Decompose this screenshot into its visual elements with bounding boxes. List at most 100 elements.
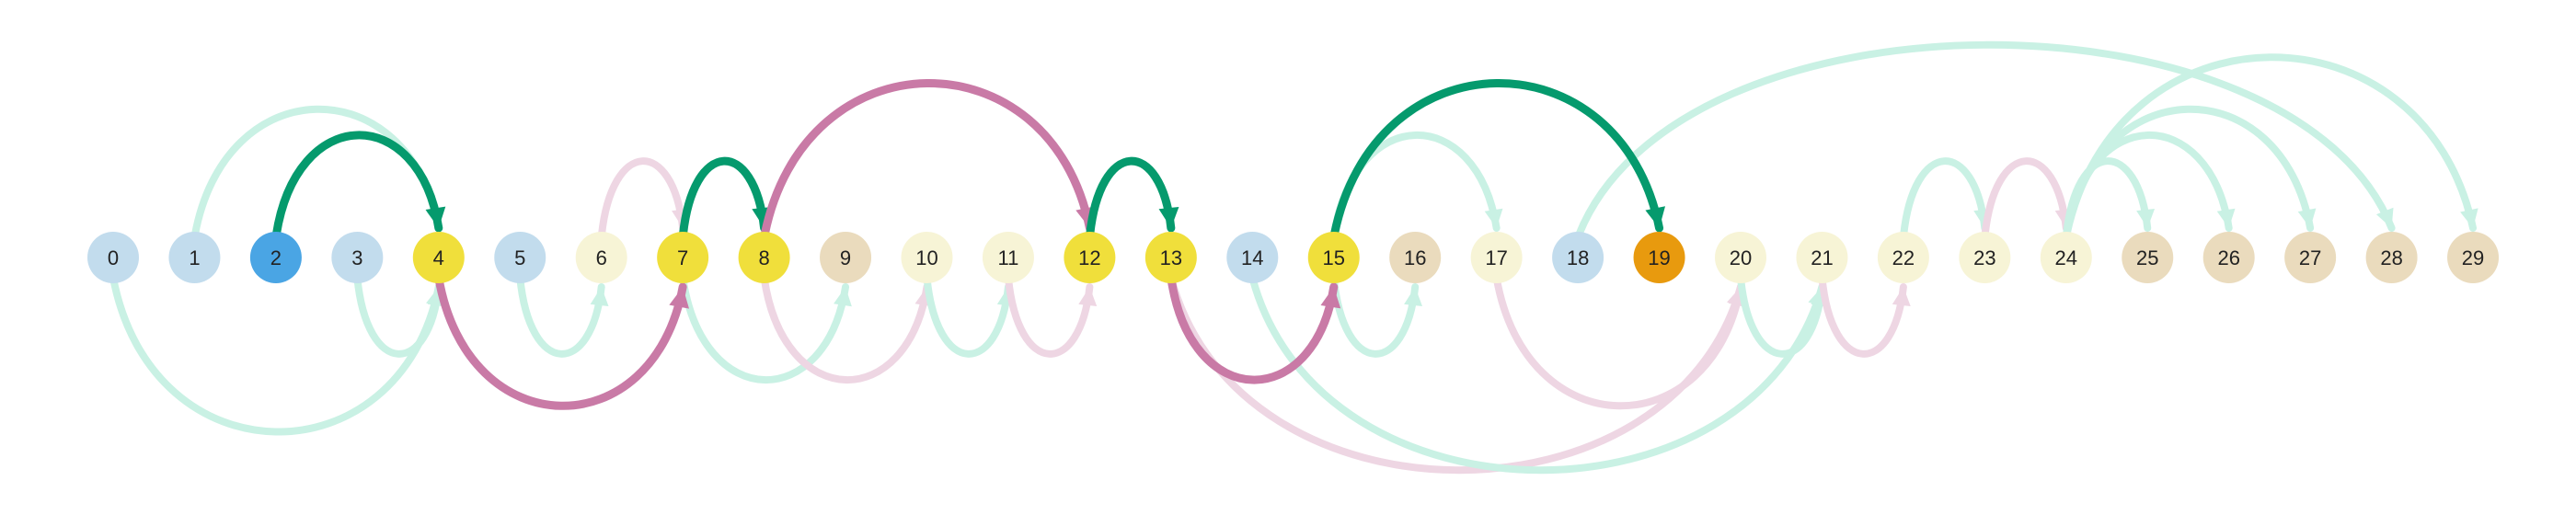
node-label-23: 23 (1973, 246, 1995, 269)
node-label-19: 19 (1648, 246, 1670, 269)
node-27[interactable]: 27 (2284, 232, 2337, 283)
node-15[interactable]: 15 (1307, 232, 1360, 283)
node-5[interactable]: 5 (494, 232, 546, 283)
node-12[interactable]: 12 (1064, 232, 1116, 283)
node-label-14: 14 (1241, 246, 1263, 269)
node-1[interactable]: 1 (168, 232, 221, 283)
node-label-5: 5 (514, 246, 525, 269)
node-19[interactable]: 19 (1633, 232, 1685, 283)
node-circle-26[interactable] (2202, 232, 2255, 283)
edge-13-15 (1167, 273, 1339, 384)
node-0[interactable]: 0 (87, 232, 139, 283)
edge-6-7 (597, 157, 687, 241)
node-3[interactable]: 3 (331, 232, 384, 283)
edge-7-8 (678, 156, 769, 242)
edge-22-23 (1899, 157, 1989, 241)
node-circle-4[interactable] (412, 232, 465, 283)
node-17[interactable]: 17 (1470, 232, 1523, 283)
node-circle-23[interactable] (1959, 232, 2011, 283)
node-24[interactable]: 24 (2040, 232, 2092, 283)
edge-8-12 (760, 79, 1094, 242)
arrowhead-18-28 (2375, 207, 2394, 228)
node-29[interactable]: 29 (2447, 232, 2500, 283)
node-16[interactable]: 16 (1389, 232, 1442, 283)
node-circle-16[interactable] (1389, 232, 1442, 283)
node-label-6: 6 (596, 246, 607, 269)
node-11[interactable]: 11 (982, 232, 1034, 283)
node-13[interactable]: 13 (1144, 232, 1197, 283)
edge-5-6 (516, 274, 605, 358)
edge-2-4 (271, 131, 443, 242)
node-label-0: 0 (108, 246, 119, 269)
arrowhead-12-13 (1158, 206, 1179, 228)
node-circle-20[interactable] (1715, 232, 1766, 283)
node-circle-12[interactable] (1064, 232, 1116, 283)
node-label-29: 29 (2462, 246, 2484, 269)
node-circle-25[interactable] (2122, 232, 2174, 283)
node-circle-6[interactable] (575, 232, 627, 283)
node-circle-29[interactable] (2447, 232, 2500, 283)
edge-12-13 (1085, 156, 1176, 242)
node-21[interactable]: 21 (1796, 232, 1848, 283)
node-18[interactable]: 18 (1552, 232, 1604, 283)
node-circle-11[interactable] (982, 232, 1034, 283)
node-label-25: 25 (2136, 246, 2158, 269)
node-circle-8[interactable] (738, 232, 790, 283)
arrowhead-2-4 (425, 206, 446, 228)
edge-8-10 (760, 274, 931, 383)
node-circle-7[interactable] (657, 232, 709, 283)
node-circle-17[interactable] (1470, 232, 1523, 283)
arrowhead-24-27 (2297, 208, 2317, 228)
node-14[interactable]: 14 (1226, 232, 1279, 283)
arrowhead-21-22 (1892, 287, 1911, 306)
node-20[interactable]: 20 (1715, 232, 1766, 283)
node-circle-0[interactable] (87, 232, 139, 283)
node-circle-3[interactable] (331, 232, 384, 283)
node-label-11: 11 (998, 246, 1019, 269)
arrowhead-4-7 (669, 287, 690, 309)
node-circle-9[interactable] (820, 232, 872, 283)
node-circle-10[interactable] (901, 232, 953, 283)
node-label-21: 21 (1811, 246, 1833, 269)
node-circle-5[interactable] (494, 232, 546, 283)
edge-3-4 (353, 274, 443, 358)
node-23[interactable]: 23 (1959, 232, 2011, 283)
node-circle-27[interactable] (2284, 232, 2337, 283)
edge-20-21 (1737, 274, 1826, 358)
node-circle-13[interactable] (1144, 232, 1197, 283)
node-25[interactable]: 25 (2122, 232, 2174, 283)
node-label-2: 2 (270, 246, 282, 269)
arrowhead-15-16 (1404, 287, 1423, 306)
node-circle-19[interactable] (1633, 232, 1685, 283)
edge-4-7 (434, 273, 687, 410)
node-26[interactable]: 26 (2202, 232, 2255, 283)
node-9[interactable]: 9 (820, 232, 872, 283)
node-label-24: 24 (2055, 246, 2077, 269)
node-circle-28[interactable] (2365, 232, 2418, 283)
node-circle-1[interactable] (168, 232, 221, 283)
node-label-22: 22 (1892, 246, 1915, 269)
node-7[interactable]: 7 (657, 232, 709, 283)
node-6[interactable]: 6 (575, 232, 627, 283)
arrowhead-7-9 (834, 287, 852, 307)
node-circle-2[interactable] (249, 232, 302, 283)
arrowhead-24-29 (2460, 208, 2478, 228)
node-label-7: 7 (677, 246, 688, 269)
node-8[interactable]: 8 (738, 232, 790, 283)
node-circle-21[interactable] (1796, 232, 1848, 283)
node-2[interactable]: 2 (249, 232, 302, 283)
node-28[interactable]: 28 (2365, 232, 2418, 283)
node-10[interactable]: 10 (901, 232, 953, 283)
node-circle-18[interactable] (1552, 232, 1604, 283)
node-label-18: 18 (1567, 246, 1589, 269)
node-label-3: 3 (351, 246, 362, 269)
node-circle-14[interactable] (1226, 232, 1279, 283)
node-4[interactable]: 4 (412, 232, 465, 283)
node-circle-22[interactable] (1877, 232, 1929, 283)
node-circle-15[interactable] (1307, 232, 1360, 283)
node-circle-24[interactable] (2040, 232, 2092, 283)
node-22[interactable]: 22 (1877, 232, 1929, 283)
edge-23-24 (1981, 157, 2070, 241)
nodes-layer: 0 1 2 3 4 5 6 7 8 9 10 11 12 13 14 15 16 17 18 19 20 21 22 23 24… (87, 232, 2500, 283)
